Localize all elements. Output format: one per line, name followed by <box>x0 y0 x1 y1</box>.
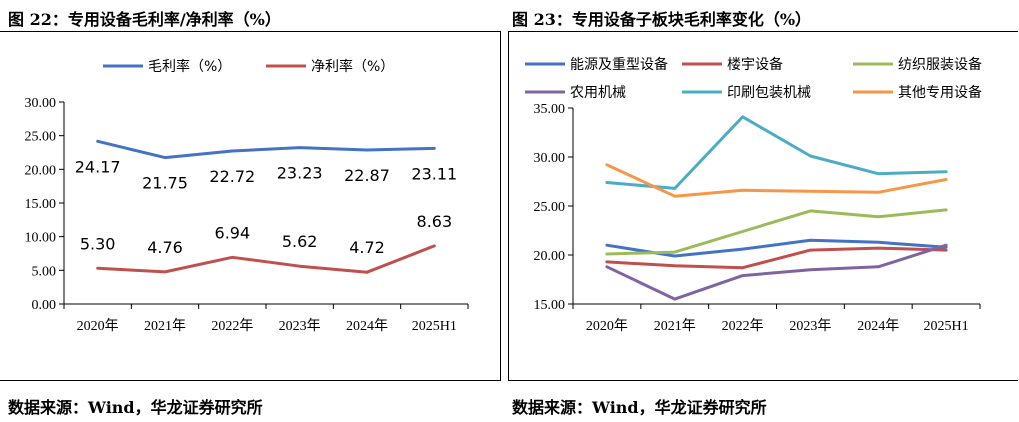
x-tick-label: 2022年 <box>211 318 253 334</box>
x-tick-label: 2021年 <box>144 318 186 334</box>
data-label: 4.72 <box>349 238 385 257</box>
y-tick-label: 20.00 <box>534 249 566 264</box>
y-tick-label: 15.00 <box>534 298 566 313</box>
series-line-6 <box>605 163 948 198</box>
y-tick-label: 5.00 <box>32 264 57 279</box>
data-label: 23.23 <box>277 164 323 183</box>
y-tick-label: 30.00 <box>534 151 566 166</box>
legend-entry: 能源及重型设备 <box>570 56 668 73</box>
left-right-border <box>500 31 501 381</box>
legend-entry: 毛利率（%） <box>148 58 231 75</box>
data-label: 21.75 <box>142 174 188 193</box>
series-line-1 <box>605 238 948 258</box>
legend-entry: 纺织服装设备 <box>898 56 982 73</box>
x-tick-label: 2024年 <box>857 318 899 334</box>
subsector-margin-chart: 15.00 20.00 25.00 30.00 35.00 2020年 2021年 2022年… <box>525 56 982 334</box>
x-tick-label: 2020年 <box>586 318 628 334</box>
legend-entry: 楼宇设备 <box>727 56 783 73</box>
series-line-2 <box>605 246 948 270</box>
x-tick-label: 2025H1 <box>412 319 457 334</box>
data-label: 23.11 <box>411 164 457 183</box>
y-tick-label: 30.00 <box>25 96 57 111</box>
series-line-2 <box>96 244 436 274</box>
series-line-3 <box>605 208 948 256</box>
x-tick-label: 2022年 <box>722 318 764 334</box>
right-bottom-rule <box>508 380 1018 381</box>
left-figure-source: 数据来源：Wind，华龙证券研究所 <box>8 398 263 417</box>
series-line-4 <box>605 243 948 301</box>
data-label: 6.94 <box>215 223 251 242</box>
data-label: 5.30 <box>80 234 116 253</box>
right-left-border <box>508 31 509 381</box>
y-tick-label: 10.00 <box>25 231 57 246</box>
legend-entry: 其他专用设备 <box>898 84 982 101</box>
left-bottom-rule <box>0 380 500 381</box>
data-label: 22.72 <box>209 167 255 186</box>
x-tick-label: 2023年 <box>789 318 831 334</box>
x-tick-label: 2021年 <box>654 318 696 334</box>
data-label: 5.62 <box>282 232 318 251</box>
y-tick-label: 35.00 <box>534 102 566 117</box>
right-figure-source: 数据来源：Wind，华龙证券研究所 <box>512 398 767 417</box>
right-top-rule <box>508 31 1018 32</box>
legend-entry: 印刷包装机械 <box>727 85 811 101</box>
gross-net-margin-chart: 0.00 5.00 10.00 15.00 20.00 25.00 30.00 2020年 20… <box>25 58 469 334</box>
legend-entry: 农用机械 <box>570 85 626 101</box>
legend-entry: 净利率（%） <box>311 58 394 75</box>
x-tick-label: 2024年 <box>346 318 388 334</box>
y-tick-label: 25.00 <box>534 200 566 215</box>
series-line-1 <box>96 139 436 160</box>
right-figure-title: 图 23：专用设备子板块毛利率变化（%） <box>512 10 812 29</box>
y-tick-label: 25.00 <box>25 130 57 145</box>
data-label: 22.87 <box>344 166 390 185</box>
y-tick-label: 20.00 <box>25 163 57 178</box>
data-label: 4.76 <box>147 238 183 257</box>
data-label: 8.63 <box>417 212 453 231</box>
left-figure-title: 图 22：专用设备毛利率/净利率（%） <box>8 10 281 29</box>
y-tick-label: 0.00 <box>32 298 57 313</box>
left-top-rule <box>0 31 500 32</box>
x-tick-label: 2023年 <box>279 318 321 334</box>
x-tick-label: 2025H1 <box>924 319 969 334</box>
series-line-5 <box>605 115 948 190</box>
data-label: 24.17 <box>75 157 121 176</box>
x-tick-label: 2020年 <box>77 318 119 334</box>
y-tick-label: 15.00 <box>25 197 57 212</box>
